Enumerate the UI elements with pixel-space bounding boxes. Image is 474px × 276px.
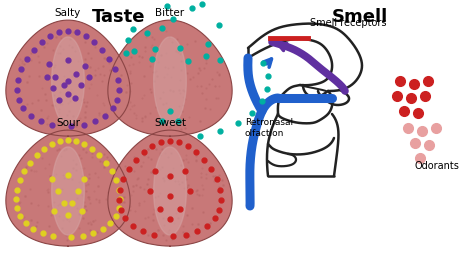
Text: Smell receptors: Smell receptors — [310, 18, 386, 28]
Text: Smell: Smell — [332, 8, 388, 26]
Polygon shape — [6, 130, 130, 246]
Polygon shape — [52, 147, 84, 235]
Polygon shape — [154, 147, 186, 235]
Text: Taste: Taste — [92, 8, 146, 26]
Text: Bitter: Bitter — [155, 8, 184, 18]
Text: Sweet: Sweet — [154, 118, 186, 128]
Polygon shape — [154, 37, 186, 125]
Polygon shape — [108, 130, 232, 246]
Text: Retronasal
olfaction: Retronasal olfaction — [245, 118, 293, 138]
Text: Sour: Sour — [56, 118, 80, 128]
Text: Odorants: Odorants — [415, 161, 459, 171]
Text: Salty: Salty — [55, 8, 81, 18]
Polygon shape — [6, 20, 130, 136]
Polygon shape — [52, 37, 84, 125]
Polygon shape — [108, 20, 232, 136]
